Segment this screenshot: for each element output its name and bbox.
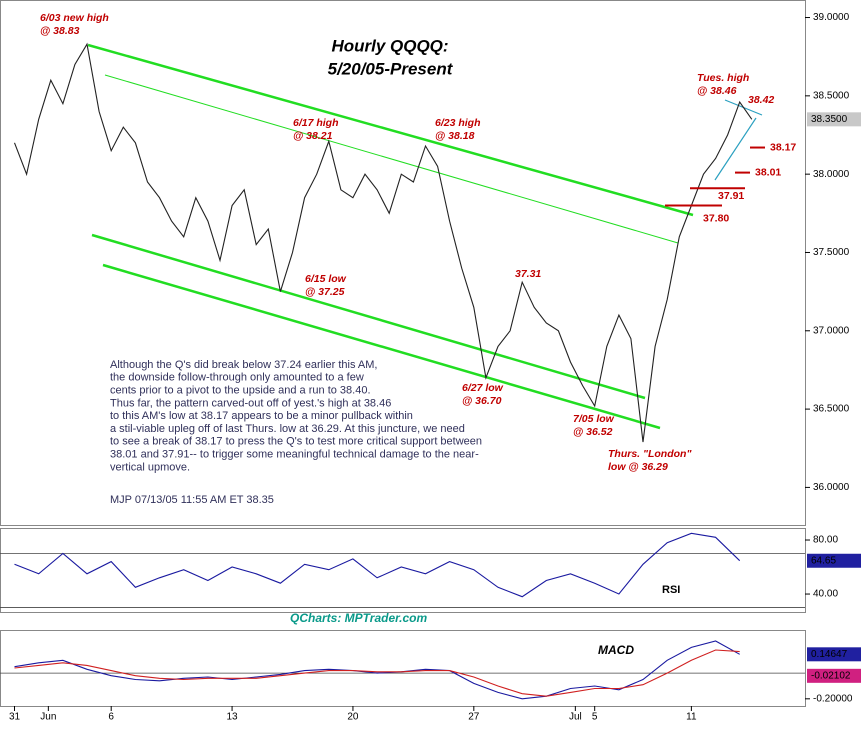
annotation: low @ 36.29 — [608, 461, 668, 473]
annotation: @ 38.21 — [293, 130, 333, 142]
x-tick-label: Jun — [40, 712, 56, 723]
level-label: 37.80 — [703, 212, 729, 224]
commentary-line: 38.01 and 37.91-- to trigger some meanin… — [110, 449, 479, 461]
x-tick-label: 13 — [227, 712, 239, 723]
y-tick-label: 38.0000 — [813, 169, 850, 180]
value-box-label: 0.14647 — [811, 649, 848, 660]
y-tick-label: 38.5000 — [813, 90, 850, 101]
series-line — [14, 649, 740, 697]
macd-label: MACD — [598, 643, 634, 657]
value-box-label: 38.3500 — [811, 114, 848, 125]
value-box-label: -0.02102 — [811, 670, 851, 681]
channel-bottom — [102, 263, 661, 430]
annotation: 6/03 new high — [40, 12, 109, 24]
macd-frame — [0, 630, 806, 707]
value-box — [807, 112, 861, 127]
commentary-line: to see a break of 38.17 to press the Q's… — [110, 436, 482, 448]
wedge-bottom — [714, 117, 757, 181]
annotation: 6/15 low — [305, 273, 347, 285]
annotation: @ 36.52 — [573, 426, 613, 438]
chart-subtitle: 5/20/05-Present — [328, 59, 454, 78]
annotation: @ 37.25 — [305, 286, 345, 298]
level-label: 38.17 — [770, 141, 796, 153]
channel-upper — [87, 43, 694, 217]
annotation: @ 38.83 — [40, 25, 80, 37]
x-tick-label: 20 — [347, 712, 359, 723]
y-tick-label: 36.5000 — [813, 404, 850, 415]
y-tick-label: 37.5000 — [813, 247, 850, 258]
commentary-line: to this AM's low at 38.17 appears to be … — [110, 410, 413, 422]
channel-lower — [91, 233, 646, 400]
value-box — [807, 668, 861, 683]
annotation: 6/23 high — [435, 117, 481, 129]
commentary-line: vertical upmove. — [110, 461, 190, 473]
annotation: 6/17 high — [293, 117, 339, 129]
annotation: @ 36.70 — [462, 395, 502, 407]
value-box-label: 64.65 — [811, 555, 836, 566]
rsi-frame — [0, 528, 806, 613]
x-tick-label: Jul — [569, 712, 582, 723]
level-label: 38.01 — [755, 166, 781, 178]
annotation: 37.31 — [515, 268, 541, 280]
channel-mid — [104, 74, 679, 244]
y-tick-label: 37.0000 — [813, 325, 850, 336]
x-tick-label: 27 — [468, 712, 480, 723]
value-box — [807, 553, 861, 568]
series-line — [14, 640, 740, 700]
annotation: @ 38.18 — [435, 130, 475, 142]
annotation: 38.42 — [748, 94, 774, 106]
annotation: @ 38.46 — [697, 85, 737, 97]
y-tick-label: 80.00 — [813, 535, 838, 546]
annotation: 7/05 low — [573, 413, 615, 425]
source: QCharts: MPTrader.com — [290, 611, 427, 625]
y-tick-label: 39.0000 — [813, 12, 850, 23]
commentary-line: the downside follow-through only amounte… — [110, 372, 364, 384]
chart-title: Hourly QQQQ: — [331, 36, 448, 55]
annotation: 6/27 low — [462, 382, 504, 394]
rsi-label: RSI — [662, 584, 680, 596]
commentary-line: Although the Q's did break below 37.24 e… — [110, 359, 377, 371]
price-line — [13, 42, 753, 443]
annotation: Tues. high — [697, 72, 749, 84]
x-tick-label: 11 — [686, 712, 697, 723]
annotation: Thurs. "London" — [608, 448, 692, 460]
x-tick-label: 5 — [592, 712, 598, 723]
y-tick-label: -0.20000 — [813, 693, 853, 704]
commentary-line: Thus far, the pattern carved-out off of … — [110, 397, 391, 409]
commentary-line: a stil-viable upleg off of last Thurs. l… — [110, 423, 465, 435]
y-tick-label: 40.00 — [813, 589, 838, 600]
y-tick-label: 36.0000 — [813, 482, 850, 493]
level-label: 37.91 — [718, 190, 744, 202]
price-frame — [0, 0, 806, 526]
x-tick-label: 6 — [108, 712, 114, 723]
series-line — [14, 532, 741, 598]
channel-lines — [87, 43, 694, 430]
signature: MJP 07/13/05 11:55 AM ET 38.35 — [110, 494, 274, 506]
x-tick-label: 31 — [9, 712, 21, 723]
value-box — [807, 647, 861, 662]
commentary-line: cents prior to a pivot to the upside and… — [110, 385, 371, 397]
